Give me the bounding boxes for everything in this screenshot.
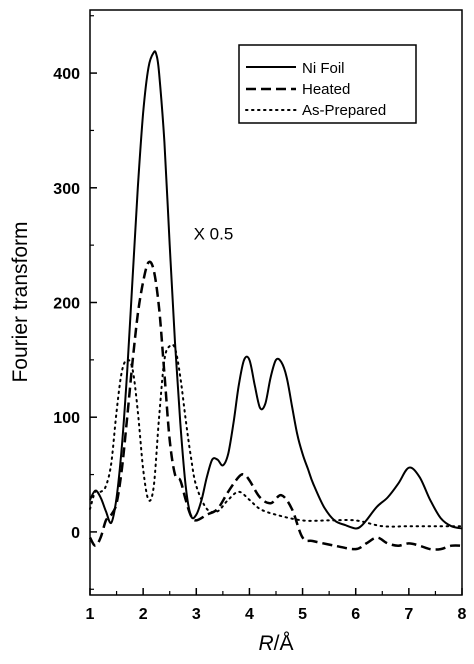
y-tick-label: 200 bbox=[53, 296, 80, 313]
legend-label-as-prepared: As-Prepared bbox=[302, 102, 386, 119]
x-tick-label: 4 bbox=[245, 606, 254, 623]
series-line-heated bbox=[88, 260, 463, 551]
x-axis-label-symbol: R bbox=[258, 632, 273, 655]
x-tick-label: 3 bbox=[192, 606, 201, 623]
x-tick-label: 2 bbox=[139, 606, 148, 623]
x-tick-labels: 1 2 3 4 5 6 7 8 bbox=[86, 606, 467, 623]
legend-label-heated: Heated bbox=[302, 81, 350, 98]
x-tick-label: 7 bbox=[404, 606, 413, 623]
x-tick-label: 8 bbox=[458, 606, 467, 623]
legend-label-ni-foil: Ni Foil bbox=[302, 60, 345, 77]
y-axis-label: Fourier transform bbox=[9, 221, 32, 382]
x-tick-label: 1 bbox=[86, 606, 95, 623]
scale-annotation: X 0.5 bbox=[194, 224, 234, 243]
series-line-as-prepared bbox=[89, 343, 463, 528]
series-lines bbox=[88, 50, 463, 551]
y-tick-label: 100 bbox=[53, 410, 80, 427]
x-tick-label: 5 bbox=[298, 606, 307, 623]
x-axis-label: R/Å bbox=[258, 632, 293, 655]
x-axis-label-unit: /Å bbox=[274, 632, 294, 655]
y-tick-label: 300 bbox=[53, 181, 80, 198]
x-tick-label: 6 bbox=[351, 606, 360, 623]
legend-box bbox=[238, 44, 417, 124]
legend: Ni Foil Heated As-Prepared bbox=[238, 44, 417, 124]
y-tick-labels: 0 100 200 300 400 bbox=[53, 66, 80, 542]
axis-ticks bbox=[89, 15, 463, 595]
y-tick-label: 400 bbox=[53, 66, 80, 83]
series-line-ni-foil bbox=[89, 50, 463, 530]
y-tick-label: 0 bbox=[71, 525, 80, 542]
